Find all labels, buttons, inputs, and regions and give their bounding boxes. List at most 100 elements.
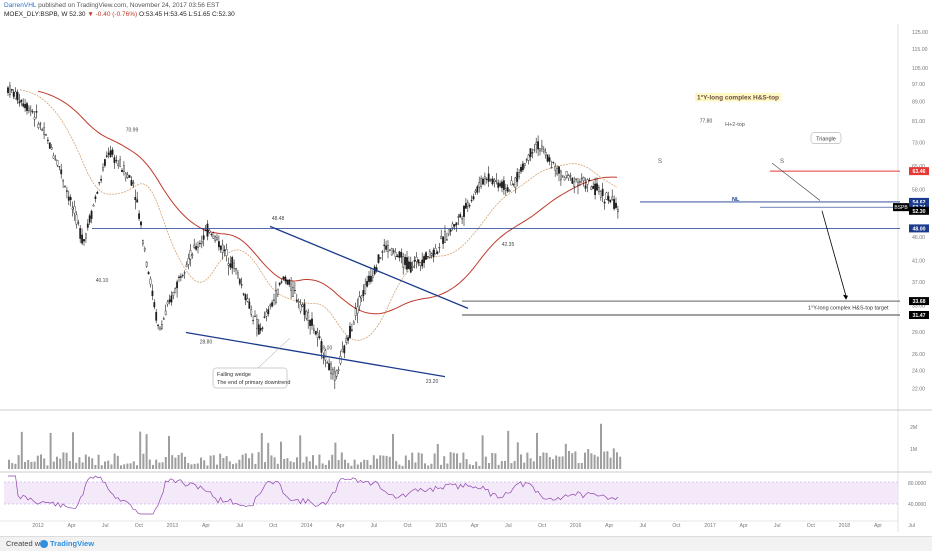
time-tick-label: Jul [505,523,512,529]
volume-bar [241,454,244,469]
created-with-text: Created with [6,539,49,548]
volume-bar [84,454,87,469]
tradingview-brand[interactable]: TradingView [50,539,95,548]
price-candle-body [389,249,391,251]
price-tick-label: 26.00 [912,352,925,358]
price-candle-body [611,196,614,200]
last-price: 52.30 [69,11,86,18]
price-candle-body [430,253,433,256]
volume-bar [603,451,606,469]
price-candle-body [607,195,610,201]
volume-bar [200,457,202,469]
price-tick-label: 81.00 [912,119,925,125]
price-candle-body [176,281,178,289]
volume-bar [542,452,545,469]
price-candle-body [67,196,70,201]
publish-text: published on TradingView.com, November 2… [38,2,220,9]
price-candle-body [141,240,144,245]
volume-bar [449,452,452,469]
volume-bar [587,449,590,469]
price-candle-body [168,299,171,303]
volume-bar [590,453,593,469]
price-candle-body [413,259,416,262]
price-candle-body [358,296,361,307]
price-tag-bg [909,224,929,233]
price-tag-bg [909,167,929,176]
wedge-upper-trendline [269,225,469,309]
volume-bar [372,455,375,469]
price-candle-body [343,345,346,354]
volume-bar [254,463,257,469]
volume-bar [568,451,570,469]
volume-bar [65,452,68,469]
price-candle-body [303,303,306,315]
volume-bar [360,462,362,469]
volume-bar [168,435,170,469]
price-candle-body [286,279,289,285]
volume-bar [459,462,462,469]
price-candle-body [140,221,142,226]
volume-bar [315,465,318,469]
time-tick-label: 2016 [570,523,582,529]
volume-bar [88,456,90,469]
symbol-line: MOEX_DLY:BSPB, W 52.30 ▼ -0.40 (-0.76%) … [4,11,235,19]
volume-bar [536,432,538,469]
price-candle-body [187,258,190,265]
price-tick-label: 58.00 [912,188,925,194]
price-candle-body [172,292,175,296]
price-candle-body [126,174,129,178]
volume-bar [331,454,334,469]
time-tick-label: Jul [371,523,378,529]
price-candle-body [525,159,528,161]
volume-bar [344,459,346,469]
price-candle-body [463,205,465,217]
price-candle-body [233,262,235,269]
time-tick-label: Apr [605,523,613,529]
price-candle-body [577,181,579,186]
symbol-badge-label: BSPB [894,205,908,211]
price-tick-label: 41.00 [912,259,925,265]
price-candle-body [288,279,291,285]
volume-bar [548,457,551,469]
price-candle-body [88,215,91,223]
price-candle-body [444,231,446,243]
price-candle-body [434,247,437,255]
author-link[interactable]: DarrenVHL [4,2,37,9]
volume-bar [504,460,506,469]
volume-bar [328,460,330,469]
volume-bar [299,435,302,469]
price-candle-body [590,186,593,190]
price-candle-body [390,248,393,256]
volume-tick-label: 1M [910,447,917,453]
volume-bar [497,464,500,469]
price-candle-body [250,309,253,315]
price-candle-body [299,304,302,312]
volume-bar [232,464,234,469]
volume-bar [97,454,100,469]
volume-bar [523,462,526,469]
volume-bar [347,463,350,469]
volume-bar [472,465,474,469]
price-candle-body [592,186,595,189]
volume-bar [238,459,241,469]
volume-bar [132,461,135,469]
volume-bar [46,465,49,469]
price-candle-body [75,214,78,225]
price-tag-label: 63.46 [913,169,926,175]
time-tick-label: Jul [102,523,109,529]
price-candle-body [174,288,177,294]
volume-bar [369,464,372,469]
volume-bar [184,456,186,469]
volume-bar [520,454,522,469]
price-candle-body [601,188,604,196]
volume-bar [43,458,46,469]
price-candle-body [326,362,329,364]
price-candle-body [102,167,104,171]
price-candle-body [516,172,519,182]
price-candle-body [130,180,133,186]
price-candle-body [318,336,321,338]
volume-bar [78,457,81,469]
price-candle-body [377,254,380,263]
price-candle-body [472,196,475,200]
